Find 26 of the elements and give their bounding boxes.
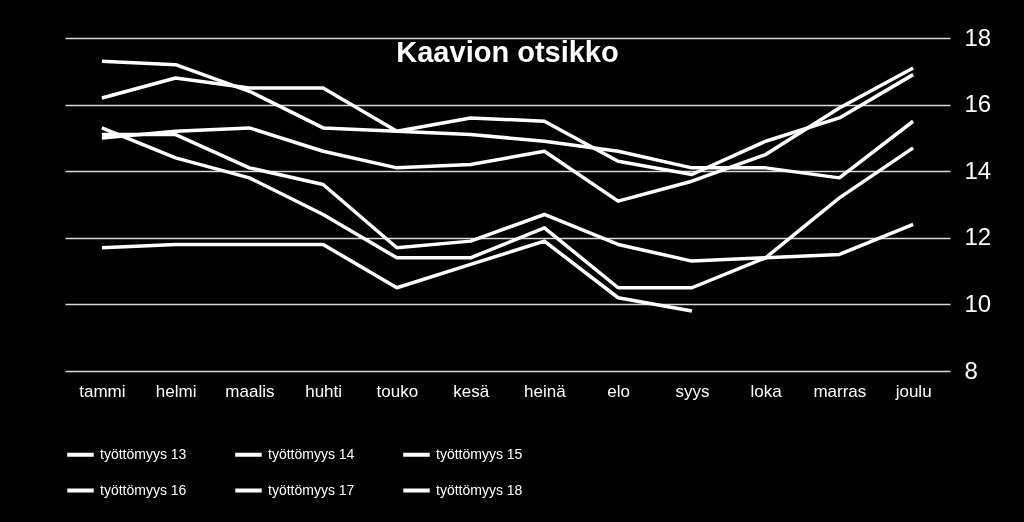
line-series: [100, 239, 694, 313]
y-tick-label: 18: [964, 23, 992, 51]
x-tick-label: huhti: [305, 381, 343, 401]
x-tick-label: joulu: [894, 381, 932, 401]
x-tick-label: touko: [376, 381, 419, 401]
y-tick-label: 16: [964, 90, 992, 118]
legend-label: työttömyys 17: [268, 481, 355, 498]
x-tick-label: loka: [750, 381, 783, 401]
x-tick-label: tammi: [79, 381, 126, 401]
legend-label: työttömyys 16: [100, 481, 187, 498]
y-tick-label: 12: [964, 223, 992, 251]
x-tick-label: kesä: [453, 381, 490, 401]
legend-label: työttömyys 13: [100, 445, 187, 462]
x-tick-label: syys: [675, 381, 710, 401]
x-tick-label: marras: [813, 381, 867, 401]
legend-label: työttömyys 15: [436, 445, 523, 462]
y-tick-label: 8: [964, 356, 978, 384]
x-tick-label: elo: [607, 381, 630, 401]
legend-label: työttömyys 14: [268, 445, 355, 462]
y-tick-label: 10: [964, 289, 992, 317]
x-tick-label: maalis: [225, 381, 275, 401]
x-tick-label: helmi: [155, 381, 197, 401]
y-tick-label: 14: [964, 156, 992, 184]
x-tick-label: heinä: [524, 381, 567, 401]
chart-title: Kaavion otsikko: [396, 36, 619, 68]
legend-label: työttömyys 18: [436, 481, 523, 498]
